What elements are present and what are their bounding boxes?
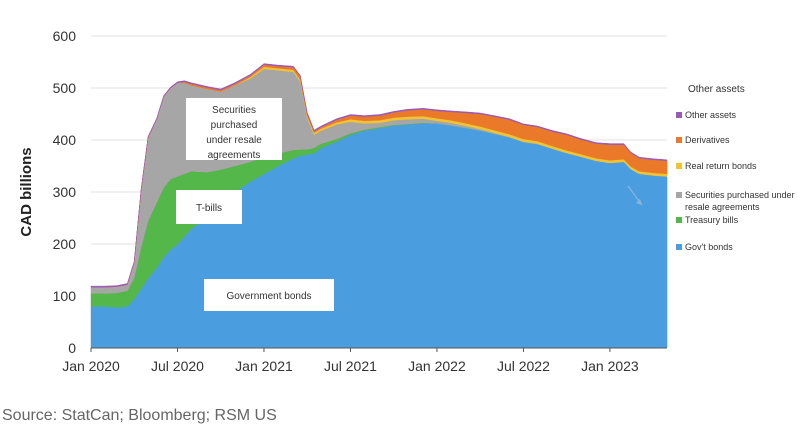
annotation-government-bonds: Government bonds	[204, 279, 334, 311]
annotation-tbills: T-bills	[176, 190, 242, 224]
y-tick-label: 300	[53, 184, 77, 200]
y-tick-label: 200	[53, 236, 77, 252]
y-tick-label: 500	[53, 80, 77, 96]
y-axis-label: CAD billions	[18, 147, 35, 236]
legend-item: Derivatives	[676, 135, 730, 145]
legend-label: Treasury bills	[685, 215, 739, 225]
y-tick-labels: 0 100 200 300 400 500 600	[53, 28, 77, 356]
source-note: Source: StatCan; Bloomberg; RSM US	[2, 407, 277, 424]
annotation-securities: Securities purchased under resale agreement…	[186, 98, 282, 161]
annotation-box	[204, 279, 334, 311]
legend-swatch	[676, 244, 682, 250]
annotation-text: agreements	[208, 150, 261, 161]
legend: Other assets Other assets Derivatives Real…	[676, 84, 795, 252]
legend-label: Other assets	[685, 110, 737, 120]
y-tick-label: 100	[53, 288, 77, 304]
annotations: Securities purchased under resale agreement…	[176, 98, 334, 311]
annotation-text: under resale	[206, 135, 262, 146]
x-tick-label: Jan 2023	[581, 358, 639, 374]
legend-swatch	[676, 192, 682, 198]
area-other-assets	[90, 63, 668, 288]
x-tick-label: Jul 2020	[151, 358, 204, 374]
annotation-text: T-bills	[196, 203, 222, 214]
legend-label: Derivatives	[685, 135, 730, 145]
legend-label: Securities purchased under	[685, 190, 795, 200]
legend-label: Gov't bonds	[685, 242, 733, 252]
x-tick-labels: Jan 2020 Jul 2020 Jan 2021 Jul 2021 Jan 2022…	[62, 348, 639, 374]
annotation-text: Government bonds	[226, 291, 311, 302]
legend-item: Other assets	[676, 110, 737, 120]
x-tick-label: Jan 2022	[408, 358, 466, 374]
x-tick-label: Jan 2020	[62, 358, 120, 374]
legend-label: resale agreements	[685, 202, 760, 212]
legend-item: Real return bonds	[676, 161, 757, 171]
y-tick-label: 0	[68, 340, 76, 356]
legend-swatch	[676, 163, 682, 169]
annotation-text: purchased	[211, 120, 258, 131]
x-tick-label: Jan 2021	[235, 358, 293, 374]
legend-swatch	[676, 217, 682, 223]
y-tick-label: 600	[53, 28, 77, 44]
legend-item: Securities purchased under resale agreeme…	[676, 190, 795, 212]
legend-swatch	[676, 137, 682, 143]
annotation-arrow	[627, 185, 643, 206]
legend-item: Gov't bonds	[676, 242, 733, 252]
y-tick-label: 400	[53, 132, 77, 148]
legend-swatch	[676, 112, 682, 118]
annotation-box	[176, 190, 242, 224]
x-tick-label: Jul 2022	[497, 358, 550, 374]
legend-item: Treasury bills	[676, 215, 739, 225]
annotation-text: Securities	[212, 105, 256, 116]
annotation-box	[186, 98, 282, 160]
legend-label: Real return bonds	[685, 161, 757, 171]
x-tick-label: Jul 2021	[324, 358, 377, 374]
legend-title: Other assets	[688, 84, 745, 95]
